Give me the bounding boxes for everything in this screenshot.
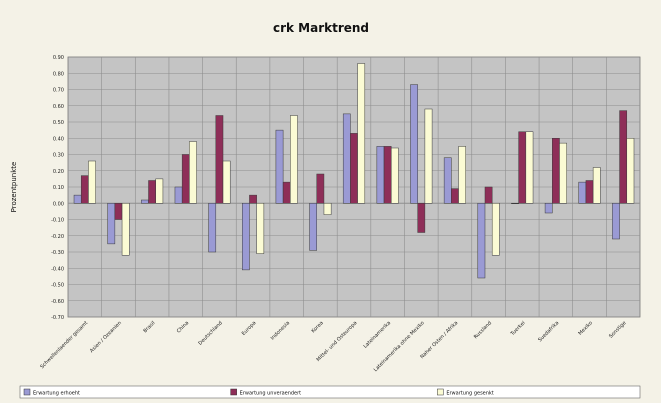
y-tick-label: 0.10 bbox=[53, 185, 64, 191]
bar-3-6 bbox=[256, 203, 265, 254]
legend: Erwartung erhoeht Erwartung unveraendert E… bbox=[19, 385, 641, 399]
x-tick-label: Deutschland bbox=[197, 320, 223, 346]
plot-area-group: -0.70 -0.60 -0.50 -0.40 -0.30 -0.20 -0.10 0.00 0… bbox=[39, 55, 641, 373]
y-tick-label: -0.10 bbox=[51, 218, 64, 224]
bar-1-15 bbox=[544, 203, 553, 214]
bar-1-12 bbox=[443, 157, 452, 204]
bar-2-16 bbox=[585, 180, 594, 204]
x-tick-label: Schwellenlaender gesamt bbox=[39, 320, 89, 370]
y-tick-label: 0.60 bbox=[53, 104, 64, 110]
legend-swatch-3 bbox=[437, 388, 444, 396]
y-tick-label: 0.90 bbox=[53, 55, 64, 61]
bar-2-10 bbox=[383, 146, 392, 204]
x-tick-label: Indonesia bbox=[270, 320, 291, 341]
bar-2-6 bbox=[249, 194, 257, 204]
bar-3-5 bbox=[222, 160, 231, 204]
bar-2-7 bbox=[282, 181, 291, 204]
bar-2-1 bbox=[80, 175, 89, 204]
bar-3-11 bbox=[424, 108, 433, 204]
bar-1-5 bbox=[208, 203, 217, 253]
x-tick-label: Naher Osten / Afrika bbox=[419, 320, 459, 360]
x-tick-label: Europa bbox=[241, 320, 258, 337]
bar-1-9 bbox=[342, 113, 351, 204]
bar-2-8 bbox=[316, 173, 325, 204]
y-tick-label: 0.80 bbox=[53, 71, 64, 77]
bar-3-10 bbox=[391, 147, 399, 204]
bar-2-9 bbox=[350, 133, 358, 204]
bar-2-5 bbox=[215, 115, 224, 204]
bar-1-11 bbox=[410, 84, 418, 204]
y-tick-label: -0.60 bbox=[51, 299, 64, 305]
y-tick-label: -0.20 bbox=[51, 234, 64, 240]
bar-2-15 bbox=[552, 138, 560, 204]
bar-3-2 bbox=[121, 203, 130, 256]
y-tick-label: -0.40 bbox=[51, 266, 64, 272]
bar-3-14 bbox=[525, 131, 534, 204]
x-tick-label: Brasil bbox=[142, 320, 156, 334]
bar-1-8 bbox=[309, 203, 317, 251]
x-tick-label: China bbox=[176, 320, 190, 334]
y-tick-label: -0.70 bbox=[51, 315, 64, 321]
bar-3-15 bbox=[559, 142, 567, 204]
bar-2-2 bbox=[114, 203, 123, 220]
y-tick-label: 0.50 bbox=[53, 120, 64, 126]
bar-1-17 bbox=[612, 203, 620, 240]
bar-2-17 bbox=[619, 110, 628, 204]
legend-box bbox=[19, 385, 641, 399]
bar-2-12 bbox=[451, 188, 459, 204]
bar-2-4 bbox=[181, 154, 190, 204]
bar-2-14 bbox=[518, 131, 527, 204]
legend-label-2: Erwartung unveraendert bbox=[240, 391, 302, 397]
y-tick-label: -0.50 bbox=[51, 283, 64, 289]
chart-title: crk Marktrend bbox=[273, 21, 369, 35]
bar-3-12 bbox=[458, 146, 466, 204]
x-tick-label: Mexiko bbox=[577, 320, 594, 337]
legend-label-3: Erwartung gesenkt bbox=[446, 391, 493, 397]
bar-3-3 bbox=[155, 178, 164, 204]
bar-3-16 bbox=[592, 167, 601, 204]
bar-3-1 bbox=[88, 160, 96, 204]
legend-swatch-1 bbox=[23, 388, 31, 396]
x-tick-label: Korea bbox=[310, 320, 324, 334]
bar-3-4 bbox=[189, 141, 197, 204]
bar-1-10 bbox=[376, 146, 385, 204]
x-tick-label: Asien / Ozeanien bbox=[89, 320, 123, 354]
bar-1-4 bbox=[174, 186, 183, 204]
bar-2-13 bbox=[484, 186, 493, 204]
legend-label-1: Erwartung erhoeht bbox=[33, 391, 80, 397]
bar-1-3 bbox=[141, 199, 149, 204]
x-tick-label: Tuerkei bbox=[509, 320, 527, 338]
bar-3-13 bbox=[491, 203, 500, 256]
bar-1-16 bbox=[578, 181, 587, 204]
bar-1-2 bbox=[107, 203, 116, 245]
x-tick-label: Sonstige bbox=[608, 320, 628, 340]
x-tick-label: Lateinamerika bbox=[363, 320, 393, 350]
bar-2-11 bbox=[417, 203, 426, 233]
bar-3-17 bbox=[626, 138, 635, 204]
y-tick-label: -0.30 bbox=[51, 250, 64, 256]
x-tick-label: Suedafrika bbox=[537, 320, 560, 343]
bar-3-8 bbox=[323, 203, 332, 215]
y-tick-label: 0.40 bbox=[53, 136, 64, 142]
y-tick-label: 0.00 bbox=[53, 201, 64, 207]
y-tick-label: 0.70 bbox=[53, 88, 64, 94]
legend-swatch-2 bbox=[230, 388, 237, 396]
bar-1-6 bbox=[242, 203, 250, 271]
x-tick-label: Russland bbox=[473, 320, 493, 340]
bar-3-9 bbox=[357, 63, 366, 204]
bar-1-14 bbox=[511, 203, 519, 204]
bar-1-13 bbox=[477, 203, 486, 279]
bar-1-7 bbox=[275, 129, 284, 204]
y-tick-label: 0.30 bbox=[53, 153, 64, 159]
bar-1-1 bbox=[73, 194, 82, 204]
bar-3-7 bbox=[290, 115, 298, 204]
y-tick-label: 0.20 bbox=[53, 169, 64, 175]
y-axis-label: Prozentpunkte bbox=[10, 162, 18, 213]
bar-2-3 bbox=[148, 180, 156, 204]
